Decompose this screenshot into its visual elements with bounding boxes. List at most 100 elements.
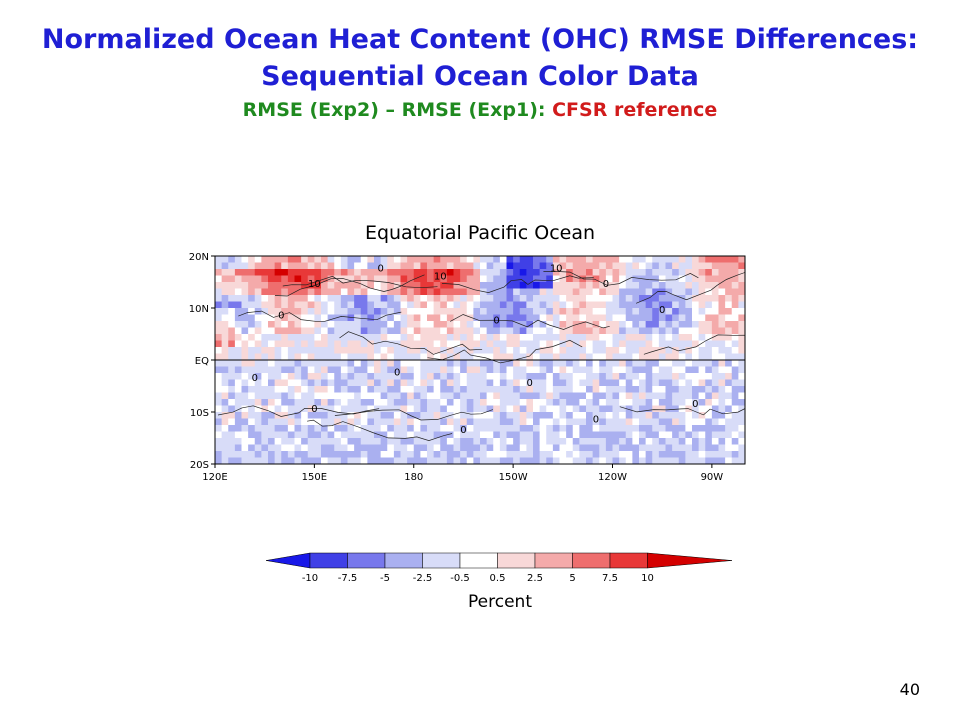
heatmap-cell <box>586 399 594 407</box>
heatmap-cell <box>261 360 269 368</box>
heatmap-cell <box>592 308 600 316</box>
heatmap-cell <box>215 425 223 433</box>
heatmap-cell <box>221 288 229 296</box>
heatmap-cell <box>427 386 435 394</box>
heatmap-cell <box>513 457 521 464</box>
heatmap-cell <box>533 405 541 413</box>
heatmap-cell <box>665 451 673 459</box>
heatmap-cell <box>374 373 382 381</box>
heatmap-cell <box>387 431 395 439</box>
heatmap-cell <box>672 373 680 381</box>
heatmap-cell <box>678 438 686 446</box>
heatmap-cell <box>380 379 388 387</box>
heatmap-cell <box>612 334 620 342</box>
heatmap-cell <box>248 457 256 464</box>
heatmap-cell <box>327 288 335 296</box>
heatmap-cell <box>493 379 501 387</box>
heatmap-cell <box>427 301 435 309</box>
heatmap-cell <box>440 431 448 439</box>
heatmap-cell <box>367 288 375 296</box>
heatmap-cell <box>612 386 620 394</box>
heatmap-cell <box>407 327 415 335</box>
heatmap-cell <box>579 425 587 433</box>
heatmap-cell <box>619 438 627 446</box>
heatmap-cell <box>559 327 567 335</box>
heatmap-cell <box>731 340 739 348</box>
heatmap-cell <box>632 295 640 303</box>
heatmap-cell <box>407 431 415 439</box>
heatmap-cell <box>731 275 739 283</box>
heatmap-cell <box>274 256 282 264</box>
heatmap-cell <box>639 444 647 452</box>
heatmap-cell <box>340 347 349 355</box>
heatmap-cell <box>321 457 329 464</box>
heatmap-cell <box>221 425 229 433</box>
heatmap-cell <box>539 360 547 368</box>
heatmap-cell <box>559 366 567 374</box>
heatmap-cell <box>519 386 527 394</box>
heatmap-cell <box>605 353 614 361</box>
heatmap-cell <box>334 308 342 316</box>
heatmap-cell <box>307 262 315 270</box>
heatmap-cell <box>268 262 276 270</box>
heatmap-cell <box>307 438 315 446</box>
heatmap-cell <box>519 399 527 407</box>
heatmap-cell <box>314 340 322 348</box>
heatmap-cell <box>572 412 580 420</box>
heatmap-cell <box>453 360 461 368</box>
heatmap-cell <box>440 399 448 407</box>
heatmap-cell <box>725 262 733 270</box>
heatmap-cell <box>228 418 236 426</box>
heatmap-cell <box>367 399 375 407</box>
heatmap-cell <box>314 269 322 277</box>
heatmap-cell <box>287 321 296 329</box>
heatmap-cell <box>579 373 587 381</box>
heatmap-cell <box>731 418 739 426</box>
heatmap-cell <box>321 340 329 348</box>
heatmap-cell <box>612 379 620 387</box>
heatmap-cell <box>506 314 514 322</box>
heatmap-cell <box>625 269 633 277</box>
heatmap-cell <box>466 392 474 400</box>
heatmap-cell <box>367 301 375 309</box>
heatmap-cell <box>493 405 501 413</box>
heatmap-cell <box>446 288 455 296</box>
heatmap-cell <box>625 347 633 355</box>
heatmap-cell <box>287 366 296 374</box>
heatmap-cell <box>493 444 501 452</box>
heatmap-cell <box>619 314 627 322</box>
heatmap-cell <box>605 256 614 264</box>
heatmap-cell <box>711 314 720 322</box>
heatmap-cell <box>340 373 349 381</box>
heatmap-cell <box>380 451 388 459</box>
heatmap-cell <box>301 399 309 407</box>
heatmap-cell <box>301 327 309 335</box>
heatmap-cell <box>334 282 342 290</box>
heatmap-cell <box>407 282 415 290</box>
heatmap-cell <box>599 269 607 277</box>
heatmap-cell <box>301 431 309 439</box>
heatmap-cell <box>387 451 395 459</box>
heatmap-cell <box>692 275 700 283</box>
heatmap-cell <box>427 321 435 329</box>
heatmap-cell <box>466 418 474 426</box>
heatmap-cell <box>725 386 733 394</box>
heatmap-cell <box>499 321 508 329</box>
heatmap-cell <box>692 282 700 290</box>
heatmap-cell <box>718 444 726 452</box>
heatmap-cell <box>685 373 693 381</box>
heatmap-cell <box>413 366 421 374</box>
heatmap-cell <box>221 457 229 464</box>
heatmap-cell <box>427 262 435 270</box>
heatmap-cell <box>340 451 349 459</box>
heatmap-cell <box>725 373 733 381</box>
heatmap-cell <box>393 386 402 394</box>
heatmap-cell <box>281 269 289 277</box>
heatmap-cell <box>400 379 408 387</box>
heatmap-cell <box>241 412 249 420</box>
heatmap-cell <box>234 275 243 283</box>
heatmap-cell <box>453 366 461 374</box>
heatmap-cell <box>639 308 647 316</box>
heatmap-cell <box>559 392 567 400</box>
heatmap-cell <box>234 405 243 413</box>
